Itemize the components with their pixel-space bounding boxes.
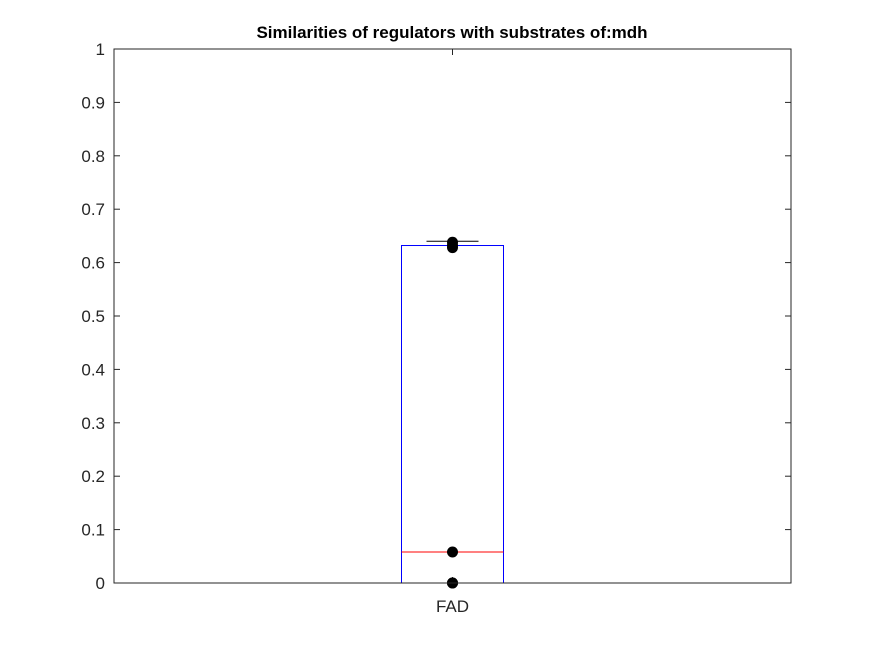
y-tick-label: 0.5 [81, 307, 105, 326]
data-point [447, 236, 458, 248]
y-tick-label: 0 [96, 574, 105, 593]
y-axis-ticks: 0 0.1 0.2 0.3 0.4 0.5 0.6 0.7 0.8 0.9 1 [81, 40, 791, 593]
y-tick-label: 0.8 [81, 147, 105, 166]
y-tick-label: 1 [96, 40, 105, 59]
plot-area [114, 49, 791, 583]
y-tick-label: 0.3 [81, 414, 105, 433]
y-tick-label: 0.6 [81, 254, 105, 273]
chart-title: Similarities of regulators with substrat… [256, 23, 647, 42]
data-point [447, 546, 458, 558]
y-tick-label: 0.4 [81, 360, 105, 379]
x-tick-label: FAD [436, 597, 469, 616]
y-tick-label: 0.1 [81, 521, 105, 540]
axes-frame [113, 48, 792, 584]
y-tick-label: 0.7 [81, 200, 105, 219]
y-tick-label: 0.2 [81, 467, 105, 486]
y-tick-label: 0.9 [81, 93, 105, 112]
